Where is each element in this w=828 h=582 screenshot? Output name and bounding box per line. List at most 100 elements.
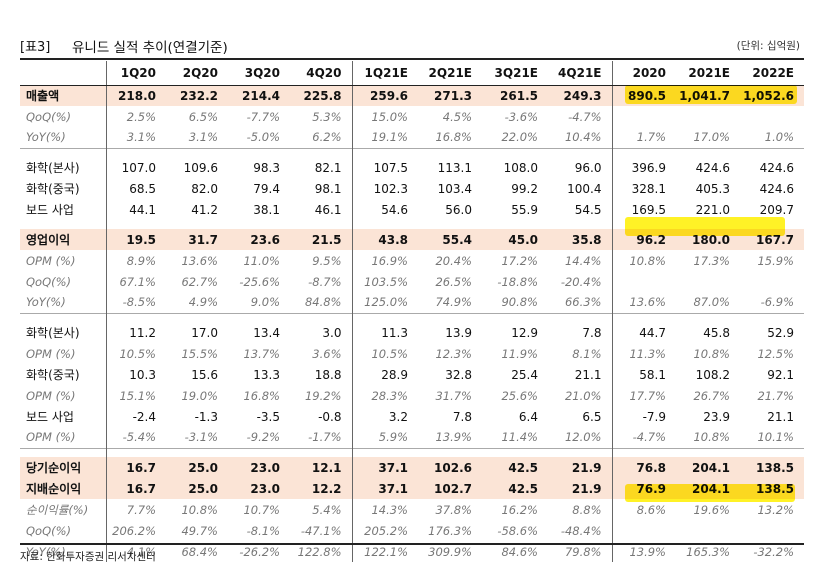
table-cell: -9.2% (246, 430, 280, 445)
table-cell: 58.1 (639, 367, 666, 382)
table-cell: 138.5 (740, 457, 804, 478)
row-label: 보드 사업 (20, 199, 107, 220)
table-cell: 52.9 (767, 325, 794, 340)
spacer-cell (228, 312, 290, 322)
table-cell: 7.8 (548, 322, 613, 343)
table-cell: 13.9% (435, 430, 472, 445)
table-row: OPM (%) 8.9% 13.6% 11.0% 9.5% 16.9% 20.4% 17.2%… (20, 250, 804, 271)
table-cell: 84.6% (501, 544, 538, 559)
top-rule (20, 58, 804, 60)
table-cell: 76.8 (612, 457, 676, 478)
spacer-cell (106, 147, 166, 157)
table-cell: 107.5 (373, 160, 408, 175)
table-cell: 21.5 (290, 229, 353, 250)
table-cell: 10.8% (693, 346, 730, 361)
highlight-op-profit-annual (625, 217, 785, 236)
table-cell: 87.0% (693, 295, 730, 310)
table-cell: -6.9% (760, 295, 794, 310)
table-row: 화학(본사) 107.0 109.6 98.3 82.1 107.5 113.1 108.0 9… (20, 157, 804, 178)
spacer-cell (676, 147, 740, 157)
table-cell: 102.6 (418, 457, 482, 478)
table-row: 당기순이익 16.7 25.0 23.0 12.1 37.1 102.6 42.5 21.9 76… (20, 457, 804, 478)
table-cell: 12.0% (548, 427, 613, 448)
table-cell: 204.1 (676, 457, 740, 478)
table-cell: 12.1 (290, 457, 353, 478)
table-cell: 42.5 (482, 457, 548, 478)
table-row: OPM (%) 10.5% 15.5% 13.7% 3.6% 10.5% 12.3% 11.9… (20, 343, 804, 364)
spacer-cell (612, 447, 676, 457)
table-cell: 37.8% (435, 502, 472, 517)
table-cell: -0.8 (290, 406, 353, 427)
table-cell: 56.0 (445, 202, 472, 217)
spacer-cell (106, 220, 166, 229)
table-cell: 46.1 (290, 199, 353, 220)
table-cell: 15.6 (191, 367, 218, 382)
table-cell: 16.9% (371, 253, 408, 268)
table-cell (740, 106, 804, 127)
table-cell: 10.5% (119, 346, 156, 361)
table-cell: 221.0 (695, 202, 730, 217)
table-cell: 74.9% (435, 295, 472, 310)
table-cell: 8.6% (636, 502, 666, 517)
table-cell: 424.6 (759, 181, 794, 196)
table-cell: 45.0 (482, 229, 548, 250)
table-cell: -7.9 (642, 409, 666, 424)
column-header: 4Q20 (290, 61, 353, 86)
table-row: 순이익률(%) 7.7% 10.8% 10.7% 5.4% 14.3% 37.8% 16.2%… (20, 499, 804, 520)
table-cell: 16.2% (501, 502, 538, 517)
table-cell: 6.4 (518, 409, 538, 424)
table-cell: 271.3 (418, 85, 482, 106)
table-cell: 107.0 (121, 160, 156, 175)
table-cell: 20.4% (435, 253, 472, 268)
table-cell: 261.5 (482, 85, 548, 106)
table-cell: -3.6% (504, 109, 538, 124)
table-cell: 37.1 (352, 478, 418, 499)
table-cell: 21.9 (548, 478, 613, 499)
table-cell: 5.3% (290, 106, 353, 127)
table-cell: 25.6% (501, 388, 538, 403)
table-cell: 13.9 (445, 325, 472, 340)
table-row: 영업이익 19.5 31.7 23.6 21.5 43.8 55.4 45.0 35.8 96.2… (20, 229, 804, 250)
table-cell: 12.9 (511, 325, 538, 340)
table-cell: 113.1 (437, 160, 472, 175)
spacer-cell (166, 447, 228, 457)
table-cell: 21.1 (548, 364, 613, 385)
table-cell: -8.5% (122, 295, 156, 310)
spacer-cell (482, 447, 548, 457)
table-cell: 49.7% (181, 523, 218, 538)
row-label: 화학(본사) (20, 157, 107, 178)
table-cell: 44.1 (129, 202, 156, 217)
table-cell: 25.4 (511, 367, 538, 382)
table-cell: 10.8% (693, 430, 730, 445)
table-cell: 5.9% (378, 430, 408, 445)
table-cell: 11.2 (129, 325, 156, 340)
row-label: QoQ(%) (20, 520, 107, 541)
table-cell: 9.5% (290, 250, 353, 271)
table-cell: 25.0 (166, 457, 228, 478)
table-cell (676, 520, 740, 541)
table-cell: 3.1% (126, 130, 156, 145)
table-cell: 100.4 (548, 178, 613, 199)
spacer-cell (548, 147, 613, 157)
table-cell: -3.5 (256, 409, 280, 424)
table-cell: 3.1% (188, 130, 218, 145)
table-cell: -58.6% (497, 523, 538, 538)
table-cell: 21.9 (548, 457, 613, 478)
table-cell: 55.9 (511, 202, 538, 217)
spacer-cell (548, 447, 613, 457)
row-label: OPM (%) (20, 427, 107, 448)
table-cell: 12.2 (290, 478, 353, 499)
spacer-cell (548, 220, 613, 229)
spacer-cell (106, 312, 166, 322)
spacer-cell (740, 312, 804, 322)
spacer-cell (20, 447, 107, 457)
table-cell: 13.6% (629, 295, 666, 310)
table-cell: 32.8 (445, 367, 472, 382)
table-cell: 19.2% (290, 385, 353, 406)
table-body: 매출액 218.0 232.2 214.4 225.8 259.6 271.3 261.5 24… (20, 85, 804, 562)
spacer-row (20, 312, 804, 322)
spacer-cell (352, 147, 418, 157)
table-cell: 13.4 (253, 325, 280, 340)
spacer-cell (166, 147, 228, 157)
earnings-table: 1Q20 2Q20 3Q20 4Q20 1Q21E 2Q21E 3Q21E 4Q… (20, 61, 804, 562)
